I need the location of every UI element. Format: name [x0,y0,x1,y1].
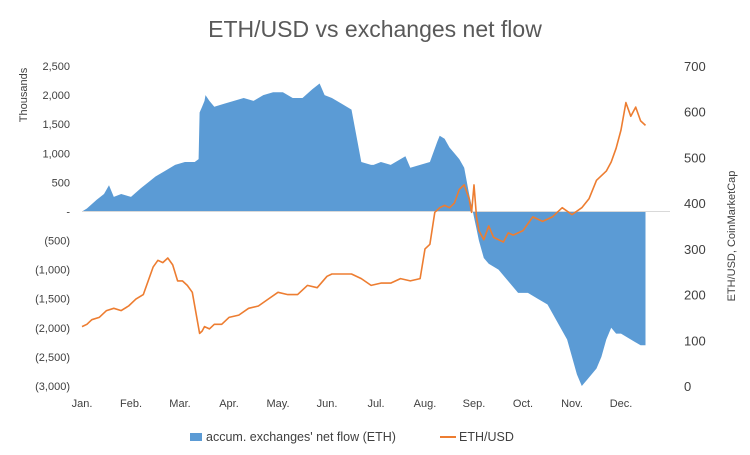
right-tick-label: 600 [684,105,706,120]
x-tick-label: Mar. [169,398,190,410]
left-tick-label: (500) [44,236,70,248]
left-tick-label: - [66,206,70,218]
left-tick-label: 1,500 [42,119,70,131]
x-tick-label: May. [266,398,289,410]
right-tick-label: 700 [684,59,706,74]
x-tick-label: Aug. [414,398,437,410]
x-tick-label: Sep. [463,398,486,410]
left-axis-label: Thousands [18,67,30,122]
right-tick-label: 200 [684,288,706,303]
left-tick-label: (2,500) [35,352,70,364]
left-tick-label: (2,000) [35,323,70,335]
x-tick-label: Jan. [72,398,93,410]
left-tick-label: 2,000 [42,90,70,102]
right-tick-label: 0 [684,379,691,394]
x-tick-label: Feb. [120,398,142,410]
x-tick-label: Jul. [367,398,384,410]
legend-label-net-flow: accum. exchanges' net flow (ETH) [206,430,396,444]
left-tick-label: 2,500 [42,61,70,73]
left-tick-label: (3,000) [35,381,70,393]
right-tick-label: 100 [684,333,706,348]
legend-swatch-net-flow [190,433,202,441]
x-tick-label: Oct. [513,398,533,410]
x-tick-label: Apr. [219,398,239,410]
x-tick-label: Nov. [561,398,583,410]
right-tick-label: 400 [684,196,706,211]
left-tick-label: (1,500) [35,294,70,306]
right-tick-label: 500 [684,150,706,165]
x-tick-label: Dec. [610,398,633,410]
chart-title: ETH/USD vs exchanges net flow [208,16,542,42]
right-axis-label: ETH/USD, CoinMarketCap [726,171,738,302]
left-tick-label: 1,000 [42,148,70,160]
left-tick-label: 500 [52,177,70,189]
x-tick-label: Jun. [317,398,338,410]
right-tick-label: 300 [684,242,706,257]
legend-label-eth-usd: ETH/USD [459,430,514,444]
left-tick-label: (1,000) [35,265,70,277]
eth-usd-line [81,101,647,335]
net-flow-area [82,83,646,386]
